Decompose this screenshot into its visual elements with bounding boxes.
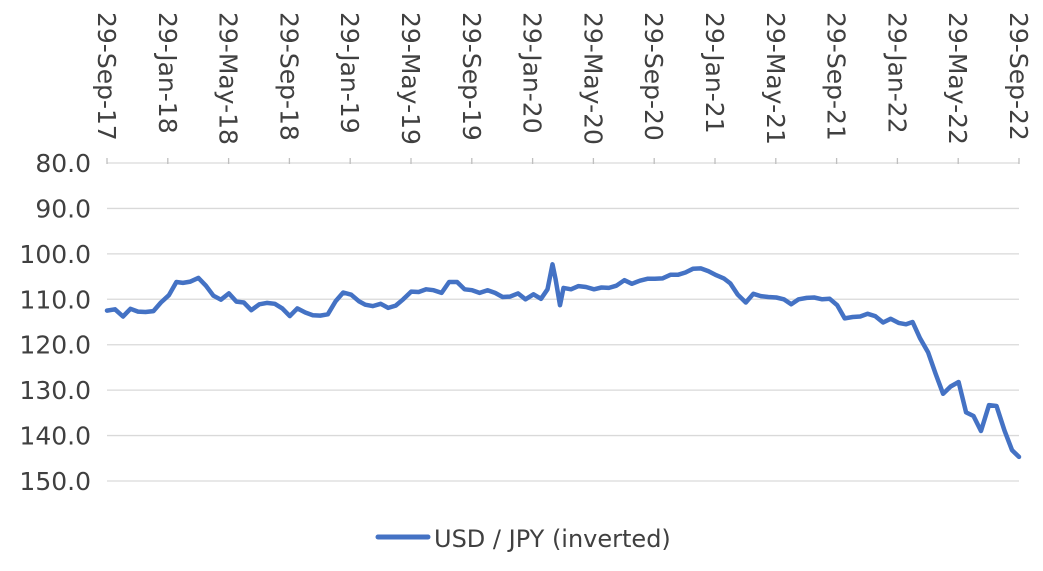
x-tick-label: 29-Sep-20 xyxy=(639,12,668,141)
y-tick-label: 130.0 xyxy=(19,376,91,405)
x-tick-label: 29-Sep-19 xyxy=(457,12,486,141)
x-tick-label: 29-Jan-21 xyxy=(700,12,729,134)
x-tick-label: 29-Sep-22 xyxy=(1004,12,1033,141)
x-tick-label: 29-Jan-18 xyxy=(153,12,182,134)
legend: USD / JPY (inverted) xyxy=(375,525,671,553)
x-tick-label: 29-Sep-18 xyxy=(274,12,303,141)
x-tick-label: 29-Jan-20 xyxy=(518,12,547,134)
y-tick-label: 90.0 xyxy=(35,194,91,223)
gridlines xyxy=(107,162,1019,482)
y-axis-ticks: 80.0 90.0 100.0 110.0 120.0 130.0 140.0 150.0 xyxy=(19,149,91,496)
x-tick-label: 29-May-19 xyxy=(396,12,425,145)
x-tick-label: 29-Jan-19 xyxy=(335,12,364,134)
x-tick-label: 29-May-21 xyxy=(761,12,790,145)
x-tick-label: 29-Sep-21 xyxy=(822,12,851,141)
x-tick-label: 29-Jan-22 xyxy=(882,12,911,134)
x-tick-label: 29-May-22 xyxy=(943,12,972,145)
y-tick-label: 110.0 xyxy=(19,285,91,314)
x-tick-label: 29-May-18 xyxy=(214,12,243,145)
y-tick-label: 140.0 xyxy=(19,422,91,451)
y-tick-label: 100.0 xyxy=(19,240,91,269)
series-layer xyxy=(104,262,1022,460)
legend-label: USD / JPY (inverted) xyxy=(434,525,671,553)
x-tick-label: 29-Sep-17 xyxy=(92,12,121,141)
series-line-usd-jpy xyxy=(104,262,1022,460)
y-tick-label: 80.0 xyxy=(35,149,91,178)
y-tick-label: 150.0 xyxy=(19,467,91,496)
x-axis-ticks: 29-Sep-17 29-Jan-18 29-May-18 29-Sep-18 29-J… xyxy=(92,12,1033,164)
y-tick-label: 120.0 xyxy=(19,331,91,360)
x-tick-label: 29-May-20 xyxy=(578,12,607,145)
